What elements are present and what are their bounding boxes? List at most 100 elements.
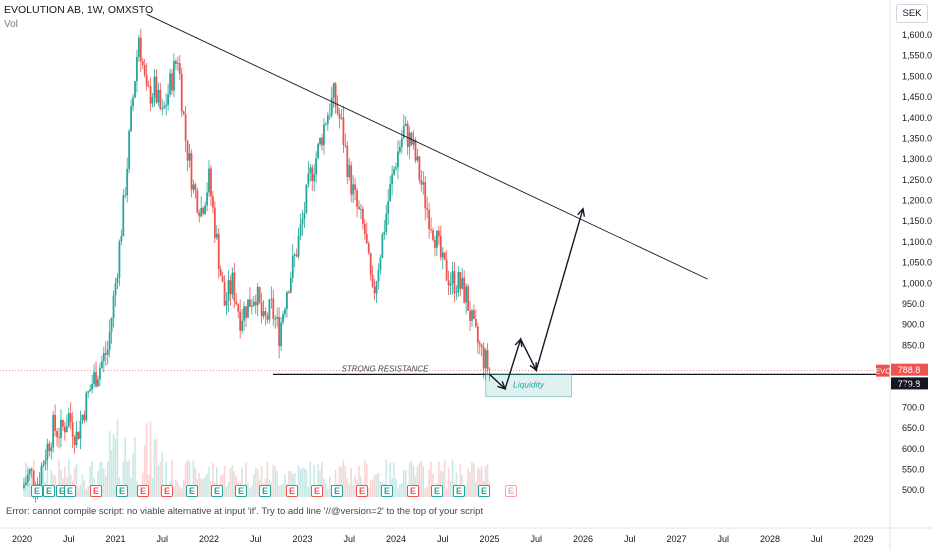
candle-body <box>463 277 466 303</box>
candle-body <box>268 299 271 320</box>
earnings-event-icon[interactable]: E <box>311 485 323 497</box>
volume-bar <box>46 469 49 497</box>
candle-body <box>465 286 468 303</box>
candle-body <box>379 257 382 271</box>
earnings-event-icon[interactable]: E <box>211 485 223 497</box>
volume-bar <box>352 484 354 497</box>
candle-body <box>247 299 249 318</box>
earnings-event-icon[interactable]: E <box>478 485 490 497</box>
candle-body <box>190 153 193 190</box>
candle-body <box>459 271 462 289</box>
volume-bar <box>340 467 343 497</box>
candle-body <box>323 124 325 146</box>
candle-body <box>426 208 429 210</box>
candle-body <box>65 426 68 433</box>
candle-body <box>102 353 105 362</box>
candle-body <box>252 301 255 306</box>
candle-body <box>235 301 238 305</box>
projection-arrow-head <box>529 362 537 372</box>
candle-body <box>295 254 298 257</box>
volume-bar <box>177 482 179 497</box>
earnings-event-icon[interactable]: E <box>31 485 43 497</box>
candle-body <box>174 61 177 65</box>
candle-body <box>453 271 456 294</box>
candle-body <box>194 184 197 191</box>
volume-bar <box>101 462 103 497</box>
candle-body <box>291 255 294 278</box>
candle-body <box>280 322 282 347</box>
candle-body <box>365 233 368 244</box>
volume-bar <box>404 470 407 497</box>
volume-bar <box>210 481 212 497</box>
earnings-event-icon[interactable]: E <box>453 485 465 497</box>
earnings-event-icon[interactable]: E <box>331 485 343 497</box>
candle-body <box>272 298 275 319</box>
volume-bar <box>180 488 183 497</box>
candle-body <box>30 469 33 471</box>
candle-body <box>126 168 129 196</box>
volume-bar <box>305 469 308 497</box>
candle-body <box>149 86 152 104</box>
earnings-event-icon[interactable]: E <box>64 485 76 497</box>
earnings-event-icon[interactable]: E <box>235 485 247 497</box>
candle-body <box>161 108 164 110</box>
earnings-event-icon[interactable]: E <box>356 485 368 497</box>
currency-button[interactable]: SEK <box>896 4 928 23</box>
candle-body <box>182 111 185 115</box>
symbol-title[interactable]: EVOLUTION AB, 1W, OMXSTO <box>4 4 154 16</box>
earnings-event-icon[interactable]: E <box>116 485 128 497</box>
candle-body <box>334 83 337 107</box>
candle-body <box>136 56 138 82</box>
candle-body <box>157 89 160 103</box>
time-tick-label: Jul <box>156 534 168 544</box>
earnings-event-icon[interactable]: E <box>381 485 393 497</box>
earnings-event-icon[interactable]: E <box>161 485 173 497</box>
candle-body <box>418 156 421 181</box>
volume-bar <box>424 488 427 497</box>
volume-bar <box>354 476 356 497</box>
candle-body <box>424 182 427 209</box>
earnings-event-icon[interactable]: E <box>286 485 298 497</box>
candle-body <box>83 414 86 421</box>
candle-body <box>408 132 411 147</box>
candle-body <box>299 224 302 236</box>
earnings-event-icon[interactable]: E <box>259 485 271 497</box>
price-tick-label: 500.0 <box>902 485 925 495</box>
price-tick-label: 1,600.0 <box>902 30 932 40</box>
volume-bar <box>402 470 405 497</box>
symbol-tag-label: EVO <box>875 367 891 376</box>
candle-body <box>432 230 434 240</box>
candle-body <box>397 151 399 168</box>
earnings-event-icon[interactable]: E <box>186 485 198 497</box>
price-tick-label: 1,250.0 <box>902 175 932 185</box>
time-tick-label: 2021 <box>105 534 125 544</box>
candle-body <box>163 106 166 109</box>
candle-body <box>85 392 88 421</box>
candle-body <box>278 317 281 347</box>
candle-body <box>60 419 62 438</box>
earnings-event-icon[interactable]: E <box>407 485 419 497</box>
candle-body <box>169 73 171 95</box>
earnings-event-icon[interactable]: E <box>90 485 102 497</box>
volume-bar <box>83 480 86 497</box>
candle-body <box>233 272 236 302</box>
candle-body <box>143 64 146 75</box>
volume-bar <box>395 479 397 497</box>
candle-body <box>97 379 99 387</box>
price-tick-label: 900.0 <box>902 320 925 330</box>
volume-bar <box>371 479 374 497</box>
earnings-event-icon[interactable]: E <box>43 485 55 497</box>
earnings-event-icon[interactable]: E <box>505 485 517 497</box>
earnings-event-icon[interactable]: E <box>431 485 443 497</box>
volume-bar <box>206 473 208 497</box>
candle-body <box>239 311 242 331</box>
candle-body <box>286 292 288 309</box>
candle-body <box>38 484 41 486</box>
candle-body <box>381 234 384 258</box>
candle-body <box>297 235 300 257</box>
volume-bar <box>110 450 113 497</box>
price-tick-label: 1,050.0 <box>902 258 932 268</box>
earnings-event-icon[interactable]: E <box>137 485 149 497</box>
volume-label[interactable]: Vol <box>4 19 18 30</box>
